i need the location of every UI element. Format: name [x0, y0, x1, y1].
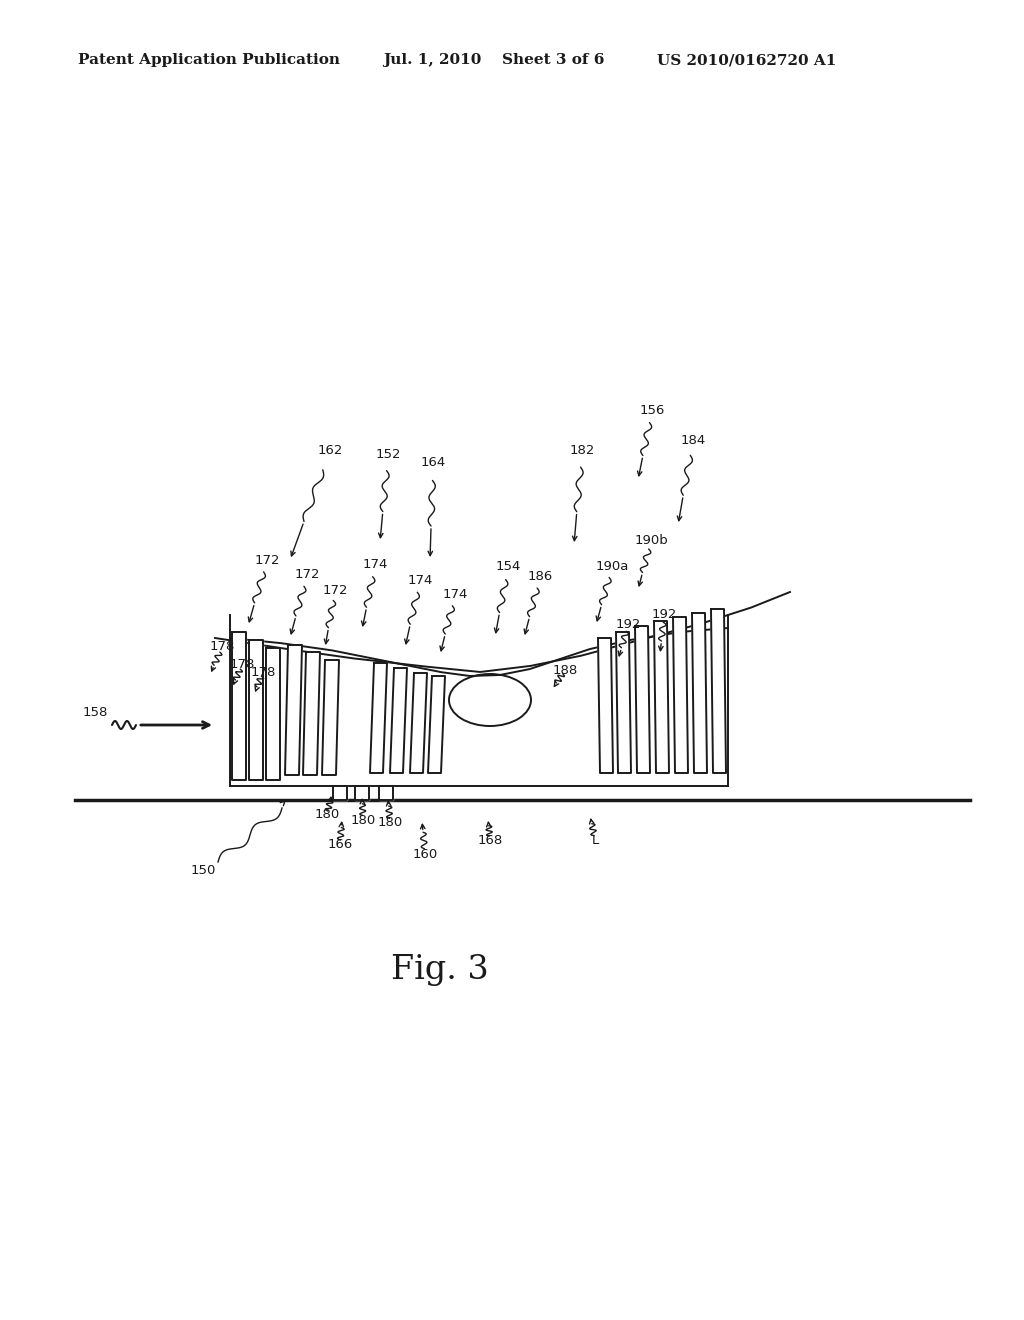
Text: 182: 182	[569, 444, 595, 457]
Polygon shape	[692, 612, 707, 774]
Text: 186: 186	[527, 570, 553, 583]
Text: L: L	[592, 833, 599, 846]
Text: 162: 162	[317, 444, 343, 457]
Text: 164: 164	[421, 457, 445, 470]
Polygon shape	[428, 676, 445, 774]
Text: 174: 174	[362, 558, 388, 572]
Text: Sheet 3 of 6: Sheet 3 of 6	[502, 53, 604, 67]
Text: 190b: 190b	[634, 533, 668, 546]
Text: 172: 172	[294, 569, 319, 582]
Text: 158: 158	[82, 705, 108, 718]
Text: 178: 178	[229, 659, 255, 672]
Polygon shape	[598, 638, 613, 774]
Text: 152: 152	[375, 449, 400, 462]
Text: US 2010/0162720 A1: US 2010/0162720 A1	[657, 53, 837, 67]
Text: Jul. 1, 2010: Jul. 1, 2010	[383, 53, 481, 67]
Polygon shape	[322, 660, 339, 775]
Polygon shape	[410, 673, 427, 774]
Polygon shape	[232, 632, 246, 780]
Text: 172: 172	[323, 583, 348, 597]
Text: 184: 184	[680, 433, 706, 446]
Text: 160: 160	[413, 849, 437, 862]
Text: 178: 178	[209, 640, 234, 653]
Polygon shape	[285, 645, 302, 775]
Polygon shape	[370, 663, 387, 774]
Text: 174: 174	[442, 589, 468, 602]
Polygon shape	[616, 632, 631, 774]
Text: 150: 150	[190, 863, 216, 876]
Polygon shape	[673, 616, 688, 774]
Text: 188: 188	[552, 664, 578, 676]
Text: 154: 154	[496, 561, 520, 573]
Polygon shape	[249, 640, 263, 780]
Text: 156: 156	[639, 404, 665, 417]
Text: 178: 178	[250, 665, 275, 678]
Text: 168: 168	[477, 833, 503, 846]
Text: 172: 172	[254, 553, 280, 566]
Text: Patent Application Publication: Patent Application Publication	[78, 53, 340, 67]
Text: 180: 180	[314, 808, 340, 821]
Text: 180: 180	[350, 813, 376, 826]
Polygon shape	[303, 652, 319, 775]
Text: 180: 180	[378, 817, 402, 829]
Text: 174: 174	[408, 573, 433, 586]
Polygon shape	[333, 785, 347, 800]
Polygon shape	[266, 648, 280, 780]
Polygon shape	[390, 668, 407, 774]
Text: 190a: 190a	[595, 561, 629, 573]
Text: 192: 192	[651, 609, 677, 622]
Text: Fig. 3: Fig. 3	[391, 954, 488, 986]
Polygon shape	[635, 626, 650, 774]
Polygon shape	[654, 620, 669, 774]
Polygon shape	[379, 785, 393, 800]
Polygon shape	[711, 609, 726, 774]
Text: 166: 166	[328, 838, 352, 851]
Polygon shape	[355, 785, 369, 800]
Text: 192: 192	[615, 619, 641, 631]
